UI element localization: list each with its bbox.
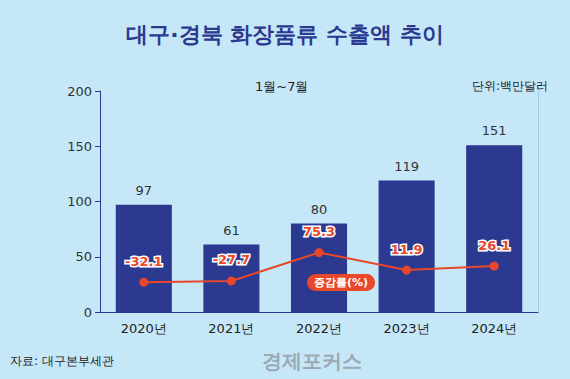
svg-text:50: 50 (75, 249, 92, 264)
svg-text:-32.1: -32.1 (125, 254, 162, 269)
svg-text:80: 80 (311, 202, 328, 217)
svg-text:2024년: 2024년 (471, 321, 517, 336)
svg-text:151: 151 (482, 123, 507, 138)
svg-text:대구·경북 화장품류 수출액 추이: 대구·경북 화장품류 수출액 추이 (126, 22, 443, 47)
svg-text:증감률(%): 증감률(%) (314, 276, 368, 289)
svg-text:2023년: 2023년 (384, 321, 430, 336)
svg-text:100: 100 (67, 194, 92, 209)
svg-text:0: 0 (84, 305, 92, 320)
svg-text:119: 119 (394, 159, 419, 174)
svg-text:단위:백만달러: 단위:백만달러 (472, 79, 548, 93)
svg-text:61: 61 (223, 223, 240, 238)
svg-text:2022년: 2022년 (296, 321, 342, 336)
svg-text:97: 97 (136, 183, 153, 198)
svg-text:200: 200 (67, 84, 92, 99)
svg-text:26.1: 26.1 (478, 238, 510, 253)
svg-text:-27.7: -27.7 (213, 252, 250, 267)
svg-text:자료: 대구본부세관: 자료: 대구본부세관 (10, 354, 114, 368)
svg-text:150: 150 (67, 139, 92, 154)
svg-text:2021년: 2021년 (208, 321, 254, 336)
svg-text:경제포커스: 경제포커스 (262, 349, 362, 373)
svg-text:1월~7월: 1월~7월 (255, 79, 308, 94)
svg-text:11.9: 11.9 (391, 242, 423, 257)
svg-text:75.3: 75.3 (303, 224, 335, 239)
svg-text:2020년: 2020년 (121, 321, 167, 336)
